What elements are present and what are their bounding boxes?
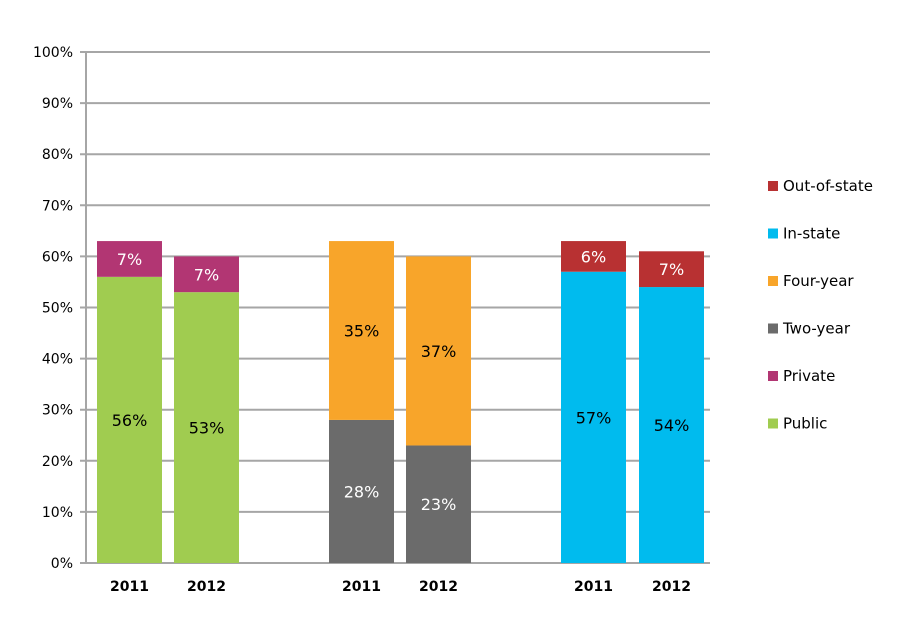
data-label: 37%: [421, 342, 457, 361]
legend-swatch: [768, 323, 778, 334]
legend-label: Two-year: [782, 320, 851, 338]
legend-label: Four-year: [783, 272, 854, 290]
data-label: 7%: [194, 265, 219, 284]
x-tick-label: 2011: [342, 579, 381, 595]
data-label: 57%: [576, 408, 612, 427]
bar-segment-in-state: [639, 287, 704, 563]
legend-swatch: [768, 276, 778, 286]
bar-segment-in-state: [561, 271, 626, 563]
y-tick-label: 0%: [51, 556, 73, 572]
x-tick-label: 2011: [110, 579, 149, 595]
x-tick-label: 2012: [652, 579, 691, 595]
bar-segment-four-year: [329, 241, 394, 420]
y-tick-label: 90%: [42, 96, 73, 112]
data-label: 54%: [654, 416, 690, 435]
legend-swatch: [768, 228, 778, 239]
y-tick-label: 10%: [42, 505, 73, 521]
legend-swatch: [768, 181, 778, 191]
legend-swatch: [768, 418, 778, 429]
y-tick-label: 50%: [42, 301, 73, 317]
data-label: 56%: [112, 411, 148, 430]
bar-segment-out-of-state: [639, 251, 704, 288]
y-tick-label: 30%: [42, 403, 73, 419]
y-tick-label: 60%: [42, 249, 73, 265]
data-label: 23%: [421, 495, 457, 514]
bar-segment-private: [174, 256, 239, 293]
data-label: 53%: [189, 419, 225, 438]
data-label: 28%: [344, 482, 380, 501]
data-label: 35%: [344, 321, 380, 340]
y-tick-label: 40%: [42, 352, 73, 368]
data-label: 7%: [659, 260, 684, 279]
x-tick-label: 2012: [419, 579, 458, 595]
bar-segment-public: [97, 276, 162, 563]
x-tick-label: 2012: [187, 579, 226, 595]
x-tick-label: 2011: [574, 579, 613, 595]
legend-label: Private: [783, 367, 835, 385]
y-tick-label: 70%: [42, 198, 73, 214]
y-tick-label: 20%: [42, 454, 73, 470]
legend-label: In-state: [783, 225, 840, 243]
bar-segment-two-year: [406, 445, 471, 563]
bar-segment-out-of-state: [561, 241, 626, 272]
data-label: 7%: [117, 250, 142, 269]
data-label: 6%: [581, 247, 606, 266]
legend-label: Public: [783, 415, 827, 433]
bar-segment-public: [174, 292, 239, 563]
legend-swatch: [768, 371, 778, 381]
bar-segment-private: [97, 241, 162, 277]
y-tick-label: 80%: [42, 147, 73, 163]
y-tick-label: 100%: [33, 45, 73, 61]
legend-label: Out-of-state: [783, 177, 873, 195]
bar-segment-two-year: [329, 419, 394, 563]
bar-segment-four-year: [406, 256, 471, 446]
